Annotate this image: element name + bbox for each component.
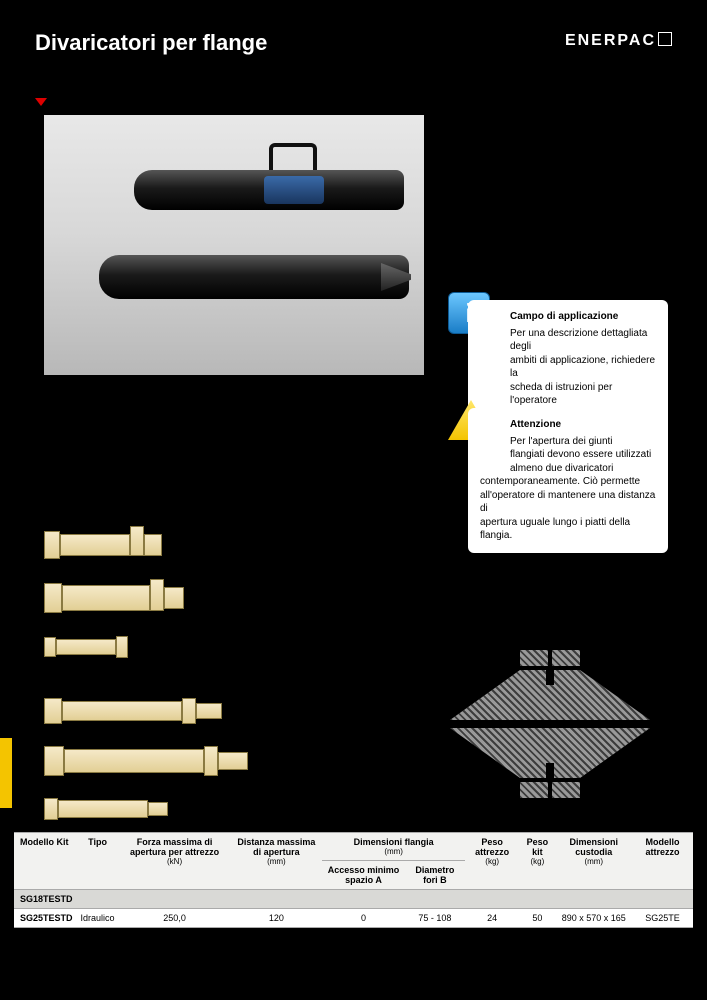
cell-accesso: 0 [322, 909, 405, 928]
cell-forza: 250,0 [119, 909, 231, 928]
cell-custodia: 890 x 570 x 165 [555, 909, 632, 928]
cell-distanza: 120 [231, 909, 323, 928]
table-row: SG25TESTD Idraulico 250,0 120 0 75 - 108… [14, 909, 693, 928]
cell-peso-attrezzo: 24 [465, 909, 519, 928]
th-forza: Forza massima di apertura per attrezzo (… [119, 833, 231, 890]
page-title: Divaricatori per flange [35, 30, 267, 56]
table-row: SG18TESTD [14, 890, 693, 909]
th-peso-kit: Peso kit (kg) [519, 833, 555, 890]
cell-modello: SG25TESTD [14, 909, 77, 928]
spec-table: Modello Kit Tipo Forza massima di apertu… [14, 832, 693, 928]
info-line: Per una descrizione dettagliata degli [510, 327, 656, 354]
brand-icon [658, 32, 672, 46]
tool-handle [269, 143, 317, 171]
diagram-row [44, 636, 304, 658]
cell-tipo: Idraulico [77, 909, 119, 928]
warning-line: contemporaneamente. Ciò permette [480, 475, 656, 489]
warning-line: Per l'apertura dei giunti [510, 435, 656, 449]
cell-peso-kit: 50 [519, 909, 555, 928]
red-marker-icon [35, 98, 47, 106]
cell-modello-attrezzo: SG25TE [632, 909, 693, 928]
product-photo [44, 115, 424, 375]
cell-modello: SG18TESTD [14, 890, 77, 909]
th-modello-kit: Modello Kit [14, 833, 77, 890]
th-distanza: Distanza massima di apertura (mm) [231, 833, 323, 890]
info-line: ambiti di applicazione, richiedere la [510, 354, 656, 381]
section-tab [0, 738, 12, 808]
th-dim-flangia: Dimensioni flangia (mm) [322, 833, 465, 861]
diagram-row [44, 582, 304, 614]
info-box-warning: Attenzione Per l'apertura dei giunti fla… [468, 408, 668, 553]
th-diametro: Diametro fori B [405, 861, 465, 890]
info-title: Campo di applicazione [510, 310, 656, 324]
th-custodia: Dimensioni custodia (mm) [555, 833, 632, 890]
warning-title: Attenzione [510, 418, 656, 432]
th-modello-attrezzo: Modello attrezzo [632, 833, 693, 890]
tool-outline-diagrams [44, 530, 304, 842]
diagram-row [44, 746, 304, 776]
cell-diametro: 75 - 108 [405, 909, 465, 928]
th-peso-attrezzo: Peso attrezzo (kg) [465, 833, 519, 890]
flange-cross-section-diagram [430, 650, 670, 810]
warning-line: flangiati devono essere utilizzati [510, 448, 656, 462]
warning-line: apertura uguale lungo i piatti della fla… [480, 516, 656, 543]
diagram-row [44, 698, 304, 724]
tool-glyph-2 [99, 255, 409, 299]
brand-text: ENERPAC [565, 32, 656, 49]
warning-line: all'operatore di mantenere una distanza … [480, 489, 656, 516]
info-line: scheda di istruzioni per l'operatore [510, 381, 656, 408]
th-tipo: Tipo [77, 833, 119, 890]
brand-logo: ENERPAC [565, 32, 672, 50]
th-accesso: Accesso minimo spazio A [322, 861, 405, 890]
diagram-row [44, 798, 304, 820]
warning-line: almeno due divaricatori [510, 462, 656, 476]
tool-glyph-1 [134, 170, 404, 210]
diagram-row [44, 530, 304, 560]
